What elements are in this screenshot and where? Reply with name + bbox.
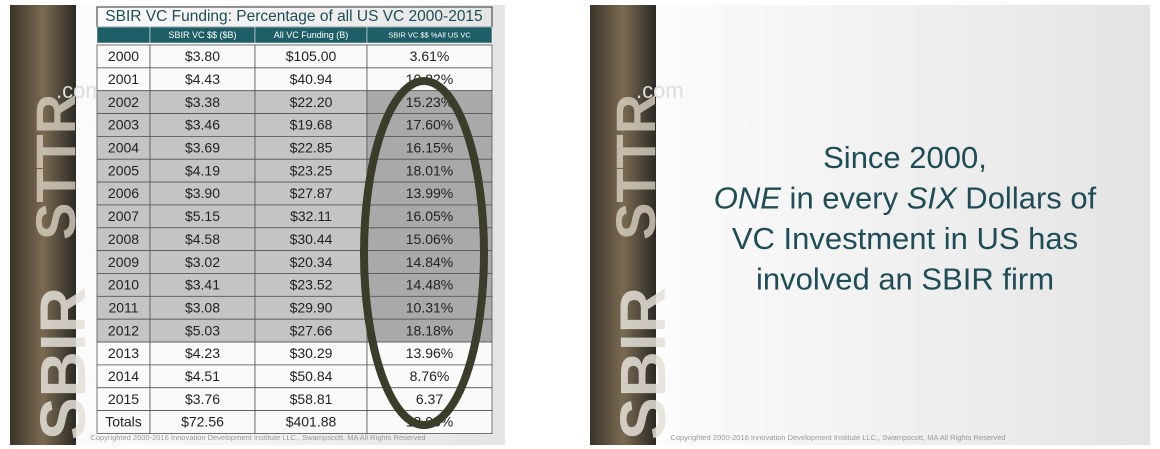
cell-text: 16.05% — [406, 208, 453, 224]
copyright: Copyrighted 2000-2016 Innovation Develop… — [90, 433, 425, 442]
cell-text: $3.46 — [185, 117, 220, 133]
header-text: All VC Funding (B) — [274, 30, 349, 40]
cell-text: 2008 — [108, 231, 139, 247]
cell-text: 2007 — [108, 208, 139, 224]
screen: .com STTR SBIR SBIR VC Funding: Percenta… — [0, 0, 1160, 449]
cell-text: 2009 — [108, 254, 139, 270]
message-segment: VC Investment in US has — [732, 221, 1078, 256]
cell-text: $19.68 — [290, 117, 333, 133]
message-line: involved an SBIR firm — [756, 262, 1054, 297]
cell-text: 18.01% — [406, 162, 453, 178]
header-text: SBIR VC $$ %All US VC — [388, 30, 471, 39]
cell-text: 2001 — [108, 71, 139, 87]
cell-text: $58.81 — [290, 391, 333, 407]
message-line: Since 2000, — [823, 140, 987, 175]
brand-sbir: SBIR — [27, 287, 99, 440]
table: SBIR VC $$ ($B) All VC Funding (B) SBIR VC… — [97, 27, 492, 433]
cell-text: 2012 — [108, 322, 139, 338]
cell-text: $3.02 — [185, 254, 220, 270]
header-cell — [97, 27, 150, 43]
cell-text: 3.61% — [410, 48, 450, 64]
cell-text: $4.19 — [185, 162, 220, 178]
cell-text: $27.87 — [290, 185, 333, 201]
cell-text: $4.43 — [185, 71, 220, 87]
cell-text: 17.60% — [406, 117, 453, 133]
header-text: SBIR VC $$ ($B) — [168, 30, 236, 40]
message-segment: Since 2000, — [823, 140, 987, 175]
cell-text: 6.37 — [416, 391, 443, 407]
cell-text: $50.84 — [290, 368, 333, 384]
cell-text: 13.96% — [406, 345, 453, 361]
message-line: ONE in every SIX Dollars of — [714, 181, 1097, 216]
cell-text: $23.25 — [290, 162, 333, 178]
cell-text: $22.85 — [290, 140, 333, 156]
cell-text: $3.80 — [185, 48, 220, 64]
message-segment: SIX — [907, 181, 958, 216]
cell-text: $40.94 — [290, 71, 333, 87]
message-segment: ONE — [714, 181, 782, 216]
cell-text: $3.76 — [185, 391, 220, 407]
cell-text: 13.99% — [406, 185, 453, 201]
cell-text: $3.41 — [185, 277, 220, 293]
cell-text: 2013 — [108, 345, 139, 361]
cell-text: 8.76% — [410, 368, 450, 384]
cell-text: $4.51 — [185, 368, 220, 384]
cell-text: 14.84% — [406, 254, 453, 270]
cell-text: 18.18% — [406, 322, 453, 338]
cell-text: 16.15% — [406, 140, 453, 156]
message-line: VC Investment in US has — [732, 221, 1078, 256]
cell-text: $4.23 — [185, 345, 220, 361]
cell-text: $27.66 — [290, 322, 333, 338]
cell-text: $3.38 — [185, 94, 220, 110]
cell-text: $3.90 — [185, 185, 220, 201]
cell-text: Totals — [105, 414, 142, 430]
copyright: Copyrighted 2000-2016 Innovation Develop… — [670, 433, 1005, 442]
cell-text: 2011 — [108, 299, 138, 315]
cell-text: $30.44 — [290, 231, 333, 247]
cell-text: 2002 — [108, 94, 139, 110]
table-title: SBIR VC Funding: Percentage of all US VC… — [105, 8, 482, 25]
brand-sttr: STTR — [24, 94, 87, 240]
cell-text: 2005 — [108, 162, 139, 178]
cell-text: $23.52 — [290, 277, 333, 293]
cell-text: $20.34 — [290, 254, 333, 270]
cell-text: 14.48% — [406, 277, 453, 293]
cell-text: 2004 — [108, 140, 139, 156]
brand-sbir: SBIR — [607, 287, 679, 440]
message-segment: involved an SBIR firm — [756, 262, 1054, 297]
cell-text: 2006 — [108, 185, 139, 201]
cell-text: $5.03 — [185, 322, 220, 338]
cell-text: $3.08 — [185, 299, 220, 315]
cell-text: 2000 — [108, 48, 139, 64]
right-slide: .com STTR SBIR Since 2000,ONE in every S… — [590, 5, 1150, 445]
cell-text: $3.69 — [185, 140, 220, 156]
cell-text: $72.56 — [181, 414, 224, 430]
cell-text: 15.06% — [406, 231, 453, 247]
brand-sttr: STTR — [604, 94, 667, 240]
cell-text: $29.90 — [290, 299, 333, 315]
cell-text: 2003 — [108, 117, 139, 133]
cell-text: $401.88 — [286, 414, 337, 430]
cell-text: $22.20 — [290, 94, 333, 110]
message-segment: in every — [781, 181, 907, 216]
cell-text: $5.15 — [185, 208, 220, 224]
cell-text: 2014 — [108, 368, 139, 384]
message-segment: Dollars of — [957, 181, 1097, 216]
cell-text: 10.31% — [406, 299, 453, 315]
cell-text: $4.58 — [185, 231, 220, 247]
page: .com STTR SBIR SBIR VC Funding: Percenta… — [0, 0, 1160, 449]
cell-text: $32.11 — [290, 208, 332, 224]
cell-text: $105.00 — [286, 48, 337, 64]
cell-text: 2010 — [108, 277, 139, 293]
left-slide: .com STTR SBIR SBIR VC Funding: Percenta… — [10, 5, 505, 445]
cell-text: $30.29 — [290, 345, 333, 361]
cell-text: 2015 — [108, 391, 139, 407]
